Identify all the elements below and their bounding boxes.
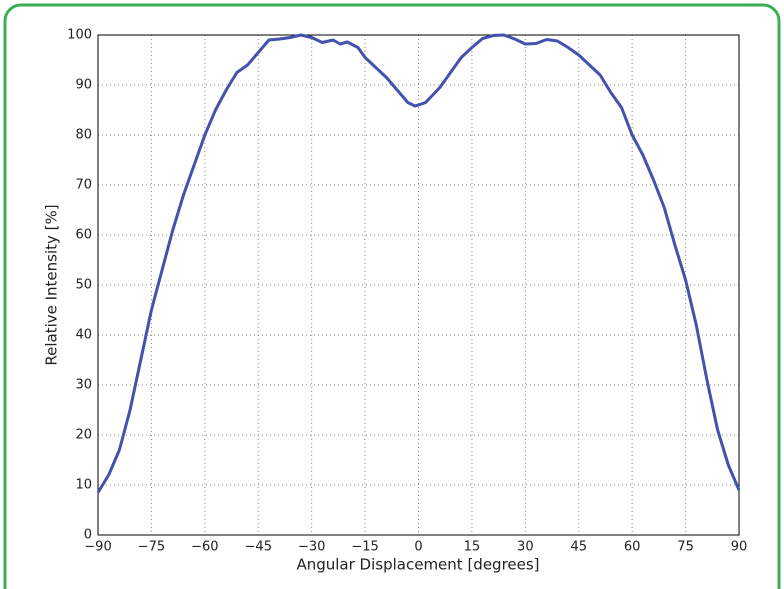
y-tick-label: 60 (75, 228, 92, 243)
x-tick-label: 60 (624, 540, 641, 555)
y-tick-label: 80 (75, 128, 92, 143)
y-tick-label: 10 (75, 478, 92, 493)
x-tick-label: −45 (245, 540, 272, 555)
y-tick-label: 0 (84, 528, 92, 543)
y-tick-label: 100 (67, 28, 92, 43)
x-tick-label: −30 (298, 540, 325, 555)
x-tick-label: −75 (138, 540, 165, 555)
y-tick-label: 90 (75, 78, 92, 93)
x-tick-label: 15 (464, 540, 481, 555)
y-tick-label: 70 (75, 178, 92, 193)
x-tick-label: −15 (351, 540, 378, 555)
plot-frame (97, 34, 740, 536)
y-tick-label: 30 (75, 378, 92, 393)
y-tick-label: 50 (75, 278, 92, 293)
frame (3, 3, 781, 589)
y-tick-label: 20 (75, 428, 92, 443)
data-line (96, 33, 741, 494)
x-axis-label: Angular Displacement [degrees] (296, 556, 539, 574)
x-tick-label: 0 (414, 540, 422, 555)
x-tick-label: −90 (84, 540, 111, 555)
x-tick-label: 30 (517, 540, 534, 555)
x-tick-label: −60 (191, 540, 218, 555)
y-tick-label: 40 (75, 328, 92, 343)
x-tick-label: 90 (731, 540, 748, 555)
y-axis-label: Relative Intensity [%] (43, 204, 61, 365)
x-tick-label: 45 (570, 540, 587, 555)
x-tick-label: 75 (677, 540, 694, 555)
